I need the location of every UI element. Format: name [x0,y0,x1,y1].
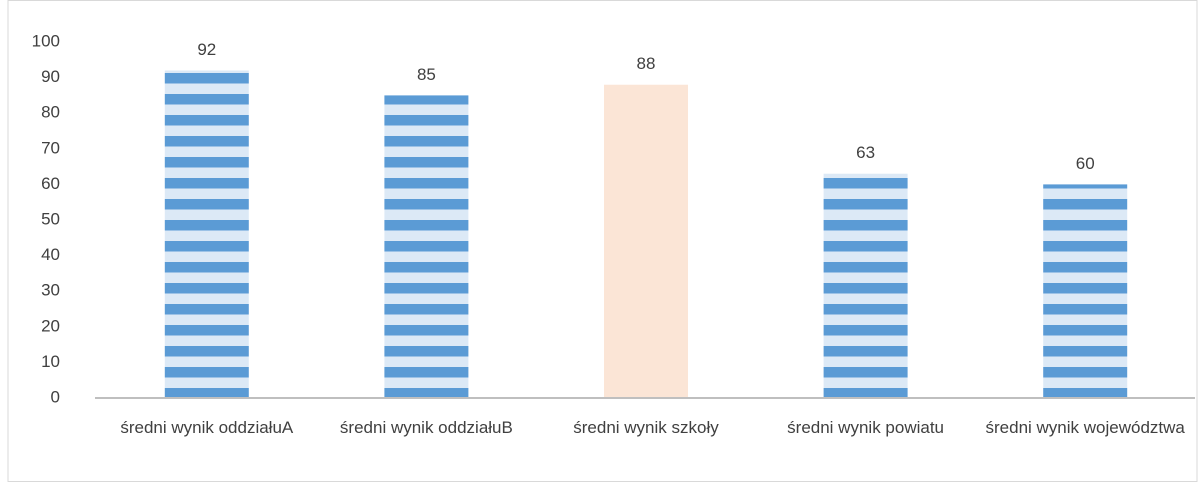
y-tick-label: 60 [41,174,60,193]
y-tick-label: 30 [41,281,60,300]
y-tick-label: 80 [41,103,60,122]
value-label: 85 [417,65,436,84]
y-tick-label: 90 [41,67,60,86]
value-label: 92 [197,40,216,59]
x-tick-label: średni wynik oddziałuA [120,418,294,437]
y-tick-label: 20 [41,316,60,335]
x-tick-label: średni wynik oddziałuB [339,418,513,437]
y-tick-label: 40 [41,245,60,264]
bar [604,84,688,398]
y-tick-label: 10 [41,352,60,371]
value-label: 60 [1076,154,1095,173]
y-tick-label: 0 [51,387,60,406]
bar [384,95,469,399]
value-label: 88 [637,54,656,73]
x-tick-label: średni wynik powiatu [787,418,945,437]
bar [823,173,908,398]
bar [1043,184,1128,398]
y-tick-label: 70 [41,138,60,157]
bar [164,70,249,398]
x-tick-label: średni wynik województwa [985,418,1185,437]
x-tick-label: średni wynik szkoły [573,418,719,437]
y-tick-label: 100 [32,31,60,50]
value-label: 63 [856,143,875,162]
y-tick-label: 50 [41,209,60,228]
